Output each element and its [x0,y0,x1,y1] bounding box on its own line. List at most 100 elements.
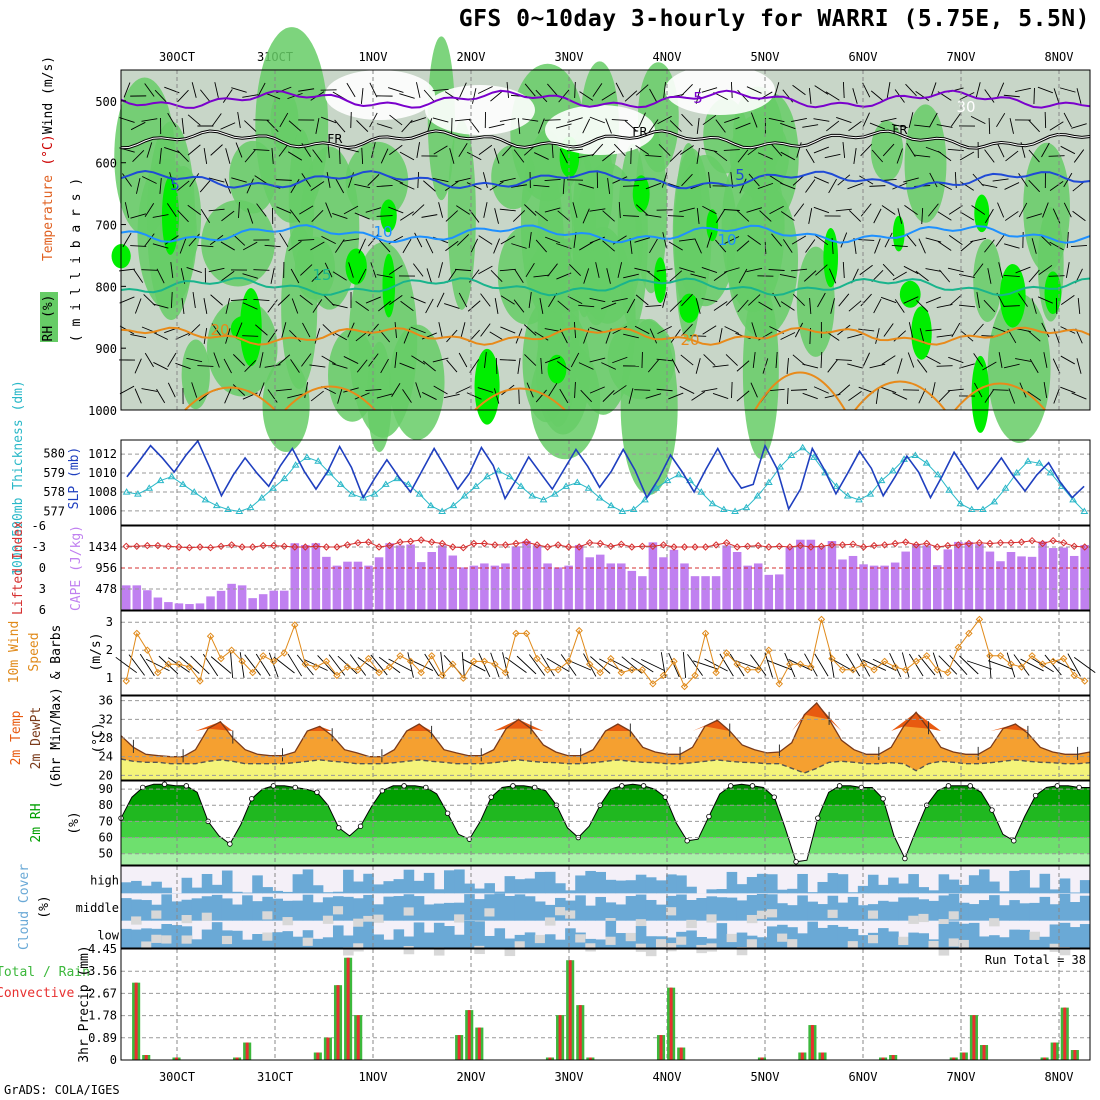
data-point [480,539,489,548]
wind-barb-10m [764,652,773,678]
cloud-bar [191,887,203,894]
cloud-bar [918,899,929,921]
cloud-gap [474,945,485,955]
wind-barb [874,238,881,254]
cape-bar [258,594,268,610]
cloud-bar [433,922,445,948]
wind-barb [311,210,324,222]
data-point [628,543,636,551]
cape-bar [395,545,405,610]
ylabel-thickness: 1000-500mb Thickness (dm) [11,380,26,576]
temp-contour [474,387,566,411]
wind-barb [557,210,571,222]
data-point [343,541,352,549]
wind-barb [119,117,135,123]
rh-area [620,318,678,496]
cape-bar [532,545,542,610]
wind-barb [736,360,750,372]
cloud-bar [423,904,435,921]
wind-barb [391,382,401,398]
wind-barb [897,358,903,374]
data-point [701,629,710,638]
cloud-bar [807,892,818,894]
wind-barb [235,142,243,158]
wind-barb [937,150,952,162]
cape-bar [585,557,594,610]
wind-barb [647,359,659,373]
wind-barb [858,239,875,241]
wind-barb [703,354,716,366]
wind-barb [813,176,829,184]
cloud-gap [908,915,919,924]
data-point [269,484,277,491]
wind-barb [852,88,858,104]
wind-barb [1076,358,1082,374]
wind-barb [438,262,444,278]
data-point [224,505,232,513]
data-point [933,543,941,551]
y-tick-label: 1434 [88,540,117,554]
cloud-bar [635,874,647,894]
temp-contour [184,386,276,411]
cape-frame [120,525,1091,611]
wind-barb [244,359,257,373]
wind-barb [622,215,640,217]
data-point [301,543,310,551]
wind-barb-10m [788,659,813,671]
rh-area [201,200,275,287]
wind-barb [712,392,729,400]
wind-barb [187,114,201,126]
data-point [522,629,531,638]
cloud-bar [161,887,172,894]
cloud-bar [292,936,304,948]
cloud-frame [120,865,1091,949]
wind-barb [186,267,202,273]
cape-bar [385,543,394,610]
cloud-bar [403,869,415,894]
wind-barb [768,117,785,123]
wind-barb-10m [244,654,261,676]
wind-barb [813,386,829,394]
wind-barb [169,172,175,188]
data-point [217,542,225,551]
wind-barb [1049,181,1064,191]
wind-barb [903,296,919,304]
cloud-gap [262,911,273,920]
cloud-bar [282,900,294,921]
cloud-bar [1049,904,1061,921]
wind-barb [649,328,658,344]
wind-barb [488,123,505,129]
cloud-bar [332,891,344,894]
convective-bar [316,1052,320,1060]
ylabel-total-rain: Total / Rain [0,965,90,980]
wind-barb [897,208,903,224]
wind-barb [321,235,336,245]
cloud-bar [645,899,657,921]
wind-barb [332,212,348,220]
data-point [776,463,785,470]
wind-barb [624,120,638,132]
wind-barb [220,241,235,251]
wind-barb [725,354,738,366]
cloud-bar [252,875,263,894]
wind-barb [623,273,639,279]
data-point [1081,543,1089,551]
cloud-bar [191,939,203,948]
data-point [923,539,931,548]
data-point [206,543,215,552]
wind-barb [998,352,1003,368]
cape-bar [543,563,552,610]
cloud-gap [767,909,778,918]
data-point [122,542,130,551]
data-point [1059,539,1068,547]
wind-barb [815,264,828,276]
wind-barb [628,388,634,404]
wind-barb [1041,142,1050,158]
wind-barb [713,150,728,162]
cloud-bar [575,895,586,921]
wind-barb-10m [546,658,570,672]
y-tick-label: 50 [99,847,113,861]
data-point [749,783,756,789]
wind-barb [790,389,808,391]
cloud-bar [857,935,869,948]
